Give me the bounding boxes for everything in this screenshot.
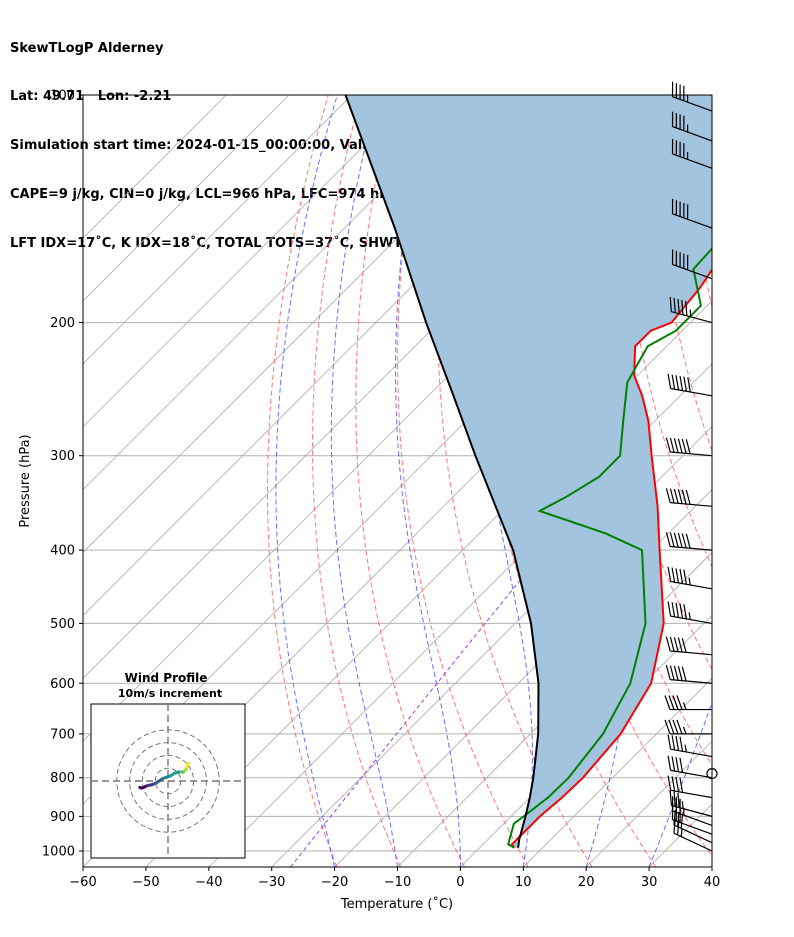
dry-adiabat (267, 95, 338, 867)
x-tick-label: 40 (704, 875, 721, 890)
x-axis-label: Temperature (˚C) (340, 896, 453, 912)
y-tick-label: 1000 (42, 844, 75, 859)
isotherm-line (83, 95, 415, 428)
wind-barb (669, 296, 713, 324)
isotherm-line (397, 551, 712, 867)
wind-barb (665, 531, 713, 551)
chart-title: SkewTLogP Alderney (10, 40, 164, 56)
wind-barb (665, 636, 713, 656)
dewpoint-line (507, 247, 712, 849)
x-tick-label: −30 (258, 875, 285, 890)
isotherm-line (83, 95, 290, 302)
y-tick-label: 900 (50, 810, 75, 825)
y-tick-label: 400 (50, 544, 75, 559)
isotherm-line (523, 677, 712, 867)
x-tick-label: 30 (641, 875, 658, 890)
x-tick-label: −50 (132, 875, 159, 890)
wind-barb (665, 665, 713, 684)
cape-shading (345, 95, 712, 848)
isotherm-line (83, 95, 478, 491)
moist-adiabat (275, 95, 338, 867)
temperature-line (510, 268, 712, 849)
y-tick-label: 600 (50, 677, 75, 692)
y-tick-label: 700 (50, 727, 75, 742)
wind-barb (671, 81, 713, 112)
isotherm-line (334, 489, 712, 867)
wind-barb (667, 566, 713, 590)
mixing-ratio-line (290, 549, 545, 867)
wind-barb (671, 796, 713, 826)
dry-adiabat (355, 95, 465, 867)
isotherm-line (83, 95, 353, 365)
dry-adiabat (311, 95, 402, 867)
x-tick-label: −20 (321, 875, 348, 890)
dry-adiabat (719, 95, 794, 867)
wind-barb (671, 249, 713, 280)
wind-barb (671, 111, 713, 142)
y-tick-label: 500 (50, 617, 75, 632)
wind-barb (671, 138, 713, 169)
hodograph-plot (91, 704, 245, 858)
x-axis: −60 −50 −40 −30 −20 −10 0 10 20 30 40 (69, 867, 720, 890)
x-tick-label: 20 (578, 875, 595, 890)
wind-barb (667, 601, 713, 624)
dry-adiabat (437, 95, 593, 867)
dry-adiabat (784, 95, 794, 867)
isotherm-line (711, 866, 712, 867)
dry-adiabat (752, 95, 794, 867)
wind-barb (673, 810, 713, 844)
x-tick-label: 0 (456, 875, 464, 890)
hodograph-segment (185, 761, 190, 766)
isotherm-line (83, 95, 227, 239)
x-tick-label: −40 (195, 875, 222, 890)
wind-barb (669, 790, 713, 817)
hodograph-inset: Wind Profile 10m/s increment (90, 671, 246, 859)
profile-layer (344, 95, 712, 849)
parcel-profile-line (344, 95, 540, 848)
wind-barb (664, 695, 713, 711)
moist-adiabat (330, 95, 398, 867)
wind-barb (667, 755, 713, 779)
x-tick-label: 10 (515, 875, 532, 890)
wind-barb (671, 804, 713, 835)
y-tick-label: 200 (50, 316, 75, 331)
isotherm-line (271, 426, 712, 867)
location-line: Lat: 49.71 Lon: -2.21 (10, 89, 172, 105)
wind-barb (667, 734, 713, 758)
wind-barb (671, 198, 713, 229)
calm-wind-marker (706, 767, 718, 780)
y-axis: 1000 900 800 700 600 500 400 300 200 100 (42, 89, 83, 859)
y-tick-label: 100 (50, 89, 75, 104)
y-axis-label: Pressure (hPa) (18, 434, 33, 527)
x-tick-label: −10 (384, 875, 411, 890)
x-tick-label: −60 (69, 875, 96, 890)
dry-adiabat (397, 95, 529, 867)
isotherm-line (775, 95, 794, 867)
wind-barb (665, 437, 713, 457)
y-tick-label: 300 (50, 449, 75, 464)
hodograph-title: Wind Profile (125, 671, 208, 685)
wind-barb (664, 719, 713, 735)
moist-adiabat (395, 95, 461, 867)
moist-adiabat (648, 701, 712, 867)
y-tick-label: 800 (50, 771, 75, 786)
dry-adiabat (619, 95, 712, 568)
hodograph-subtitle: 10m/s increment (118, 687, 222, 700)
wind-barbs (664, 81, 718, 852)
wind-barb (667, 775, 713, 799)
wind-barb (665, 488, 713, 507)
wind-barb (667, 373, 713, 397)
